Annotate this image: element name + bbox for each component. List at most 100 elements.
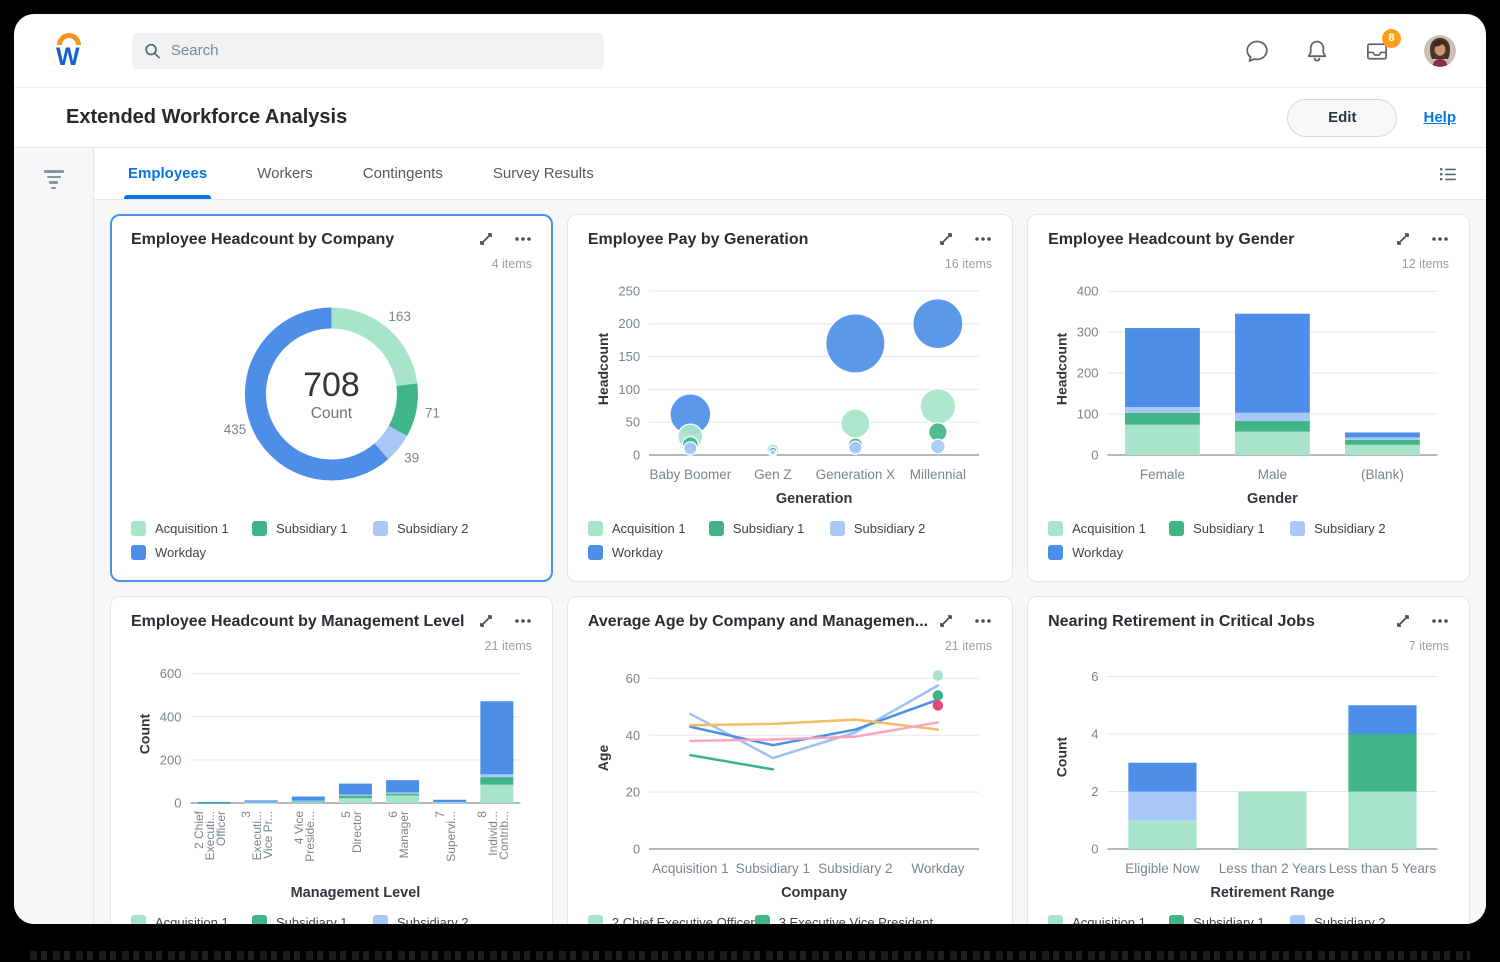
avatar[interactable] [1424,34,1456,67]
chart-legend: Acquisition 1 Subsidiary 1 Subsidiary 2 [131,903,532,924]
legend-label: Subsidiary 2 [853,521,926,536]
svg-text:60: 60 [626,671,640,686]
svg-text:2: 2 [1091,784,1098,799]
chat-icon[interactable] [1244,38,1270,64]
card-title: Employee Headcount by Management Level [131,613,465,630]
legend-swatch [1290,915,1306,924]
more-menu-icon[interactable] [514,618,532,624]
legend-item: Acquisition 1 [1048,521,1169,536]
legend-item: Subsidiary 2 [373,521,494,536]
legend-item: Subsidiary 1 [708,521,830,536]
legend-label: Subsidiary 2 [397,521,469,536]
more-menu-icon[interactable] [974,236,992,242]
legend-swatch [1290,521,1306,536]
legend-swatch [373,521,388,536]
svg-text:600: 600 [160,666,182,681]
legend-label: Subsidiary 1 [732,521,805,536]
bubble-chart: 0 50 100 150 200 250 Headcount Baby Boomer Gen Z… [595,283,979,507]
card-title: Average Age by Company and Managemen... [587,613,929,630]
legend-item: Subsidiary 1 [1169,915,1290,924]
legend-label: Subsidiary 2 [1314,915,1386,924]
svg-text:Subsidiary 1: Subsidiary 1 [736,861,810,876]
svg-text:Eligible Now: Eligible Now [1125,861,1200,876]
tab-employees[interactable]: Employees [124,148,212,199]
svg-text:Millennial: Millennial [910,467,966,482]
legend-label: 3 Executive Vice President [778,915,934,924]
svg-text:250: 250 [618,283,640,298]
notifications-bell-icon[interactable] [1304,38,1330,64]
filter-funnel-icon[interactable] [38,164,70,198]
svg-text:435: 435 [224,422,247,437]
expand-icon[interactable] [1395,613,1411,629]
legend-item: Subsidiary 1 [252,521,373,536]
legend-item: Subsidiary 1 [1169,521,1290,536]
help-link[interactable]: Help [1423,109,1456,126]
svg-text:163: 163 [388,309,411,324]
legend-swatch [252,521,267,536]
tab-contingents[interactable]: Contingents [362,165,443,182]
svg-text:Gen Z: Gen Z [754,467,792,482]
top-bar: W [14,14,1486,88]
expand-icon[interactable] [478,231,494,247]
page-title: Extended Workforce Analysis [66,106,348,128]
legend-swatch [587,545,603,560]
legend-item: Subsidiary 2 [829,521,951,536]
legend-item: Subsidiary 2 [373,915,494,924]
expand-icon[interactable] [1395,231,1411,247]
legend-label: Acquisition 1 [155,521,229,536]
more-menu-icon[interactable] [974,618,992,624]
legend-swatch [131,545,146,560]
legend-label: Subsidiary 1 [276,915,348,924]
more-menu-icon[interactable] [514,236,532,242]
svg-text:150: 150 [618,349,640,364]
chart-legend: Acquisition 1 Subsidiary 1 Subsidiary 2 [1048,903,1449,924]
legend-swatch [1048,521,1064,536]
card-pay-by-generation[interactable]: Employee Pay by Generation 16 items 0 50 1… [566,214,1014,582]
card-headcount-by-management-level[interactable]: Employee Headcount by Management Level 2… [110,596,553,924]
items-count: 4 items [491,257,532,271]
tab-workers[interactable]: Workers [257,165,313,182]
card-nearing-retirement[interactable]: Nearing Retirement in Critical Jobs 7 it… [1027,596,1470,924]
svg-text:Generation: Generation [776,491,853,507]
tab-survey-results[interactable]: Survey Results [492,165,594,182]
edit-button[interactable]: Edit [1287,98,1398,137]
svg-text:Management Level: Management Level [291,885,421,901]
search-input[interactable] [170,42,592,59]
view-list-icon[interactable] [1438,164,1458,184]
svg-text:Male: Male [1258,467,1287,482]
legend-item: Workday [587,545,709,560]
items-count: 21 items [484,639,532,653]
svg-text:Age: Age [595,745,611,772]
card-average-age-by-company[interactable]: Average Age by Company and Managemen... … [566,596,1014,924]
svg-text:100: 100 [1077,407,1099,422]
legend-item: Acquisition 1 [131,915,252,924]
page-header: Extended Workforce Analysis Edit Help [14,88,1486,148]
inbox-icon[interactable]: 8 [1364,28,1401,64]
chart-legend: Acquisition 1 Subsidiary 1 Subsidiary 2 Wor… [131,509,532,560]
expand-icon[interactable] [478,613,494,629]
items-count: 21 items [944,639,993,653]
card-headcount-by-company[interactable]: Employee Headcount by Company 4 items 16… [110,214,553,582]
legend-label: Workday [155,545,207,560]
legend-item: Workday [131,545,252,560]
card-headcount-by-gender[interactable]: Employee Headcount by Gender 12 items 0 1… [1027,214,1470,582]
stacked-bar-chart: 0 200 400 600 Count 2 ChiefExecuti...Officer 3… [136,666,521,901]
chart-legend: Acquisition 1 Subsidiary 1 Subsidiary 2 Wor… [1048,509,1449,560]
svg-text:0: 0 [633,842,640,857]
legend-item: Acquisition 1 [1048,915,1169,924]
svg-text:Headcount: Headcount [595,332,611,405]
search-bar[interactable] [132,32,604,69]
svg-text:5Director: 5Director [339,811,364,853]
more-menu-icon[interactable] [1431,236,1449,242]
workday-logo[interactable]: W [50,30,90,72]
expand-icon[interactable] [938,613,954,629]
legend-swatch [373,915,388,924]
legend-swatch [587,915,603,924]
card-title: Employee Headcount by Company [131,231,395,248]
svg-text:71: 71 [425,406,440,421]
line-chart: 0 20 40 60 Age Acquisition 1 Subsidiary 1 Subsi… [595,670,979,901]
more-menu-icon[interactable] [1431,618,1449,624]
legend-label: Workday [1072,545,1124,560]
expand-icon[interactable] [938,231,954,247]
